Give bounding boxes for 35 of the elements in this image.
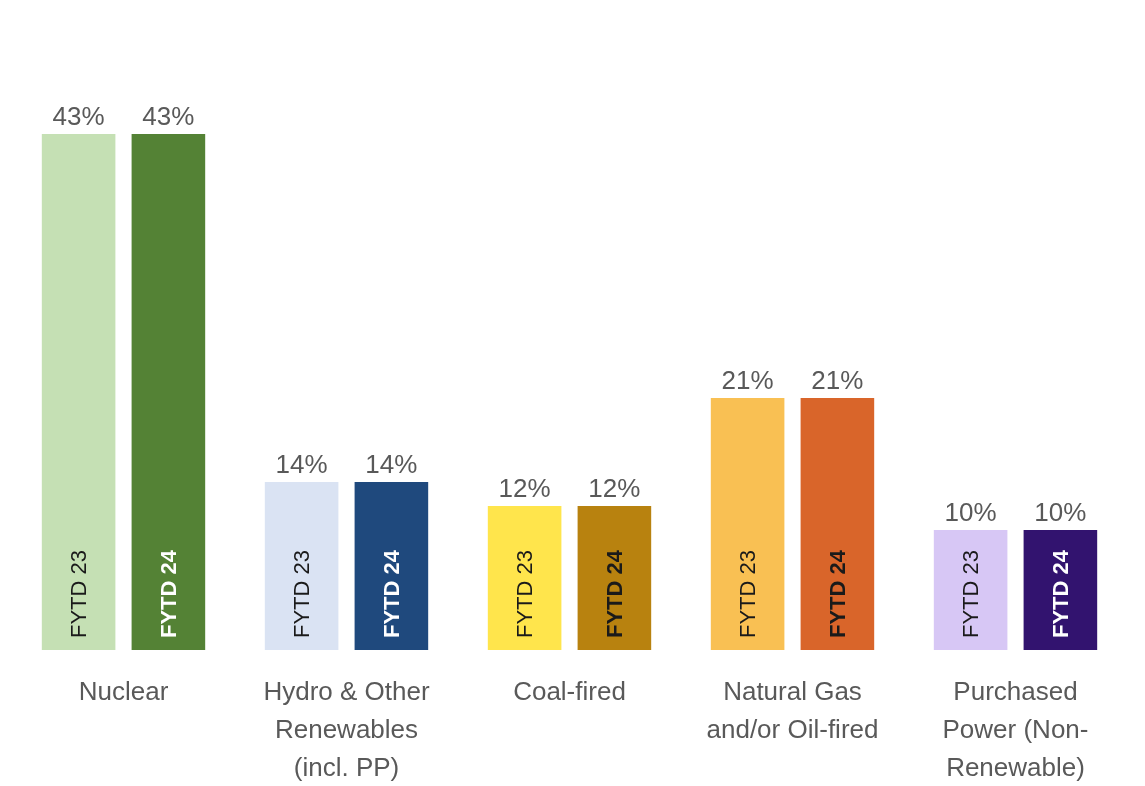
bar bbox=[800, 398, 875, 650]
bar bbox=[710, 398, 785, 650]
x-tick-label: Purchased Power (Non- Renewable) bbox=[942, 676, 1089, 782]
text: FYTD 24 bbox=[601, 549, 627, 638]
bar bbox=[933, 530, 1008, 650]
x-tick-label: Nuclear bbox=[78, 676, 169, 706]
bar bbox=[131, 134, 206, 650]
data-label: 21% bbox=[721, 365, 774, 395]
text: FYTD 23 bbox=[735, 549, 761, 638]
bar bbox=[41, 134, 116, 650]
data-label: 43% bbox=[142, 101, 195, 131]
series-label: FYTD 24 bbox=[155, 549, 181, 638]
data-label: 14% bbox=[365, 449, 418, 479]
bar bbox=[577, 506, 652, 650]
bar bbox=[264, 482, 339, 650]
data-label: 10% bbox=[944, 497, 997, 527]
data-label: 10% bbox=[1034, 497, 1087, 527]
data-label: 12% bbox=[588, 473, 641, 503]
bar bbox=[1023, 530, 1098, 650]
text: FYTD 23 bbox=[958, 549, 984, 638]
data-label: 14% bbox=[275, 449, 328, 479]
x-tick-label: Natural Gas and/or Oil-fired bbox=[706, 676, 879, 744]
bar bbox=[354, 482, 429, 650]
data-label: 21% bbox=[811, 365, 864, 395]
series-label: FYTD 23 bbox=[66, 549, 92, 638]
text: FYTD 24 bbox=[1047, 549, 1073, 638]
text: FYTD 23 bbox=[289, 549, 315, 638]
text: FYTD 23 bbox=[512, 549, 538, 638]
x-tick-label: Coal-fired bbox=[513, 676, 626, 706]
text: FYTD 24 bbox=[824, 549, 850, 638]
bar bbox=[487, 506, 562, 650]
text: FYTD 24 bbox=[378, 549, 404, 638]
data-label: 12% bbox=[498, 473, 551, 503]
data-label: 43% bbox=[52, 101, 105, 131]
x-tick-label: Hydro & Other Renewables (incl. PP) bbox=[263, 676, 430, 782]
